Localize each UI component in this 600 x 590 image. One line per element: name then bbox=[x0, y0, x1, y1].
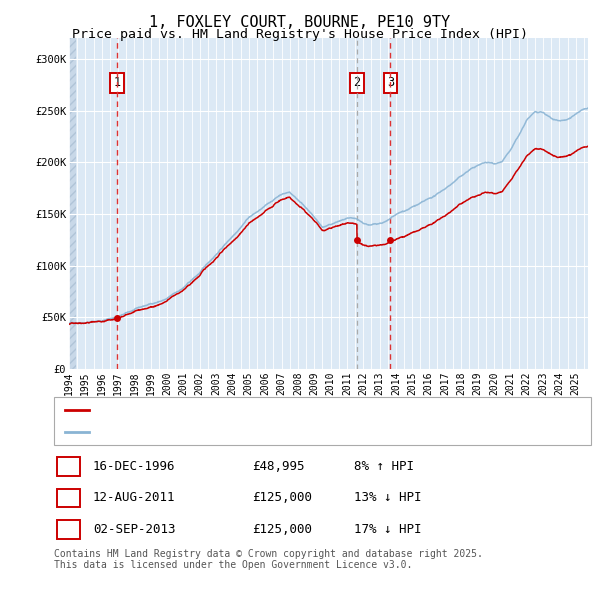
Text: 17% ↓ HPI: 17% ↓ HPI bbox=[354, 523, 421, 536]
Text: Price paid vs. HM Land Registry's House Price Index (HPI): Price paid vs. HM Land Registry's House … bbox=[72, 28, 528, 41]
Text: 3: 3 bbox=[65, 523, 72, 536]
Text: £125,000: £125,000 bbox=[252, 523, 312, 536]
Bar bbox=[69, 38, 76, 369]
Text: 2: 2 bbox=[65, 491, 72, 504]
Text: 02-SEP-2013: 02-SEP-2013 bbox=[93, 523, 176, 536]
Text: 1: 1 bbox=[65, 460, 72, 473]
Text: Contains HM Land Registry data © Crown copyright and database right 2025.
This d: Contains HM Land Registry data © Crown c… bbox=[54, 549, 483, 571]
Text: 2: 2 bbox=[353, 77, 361, 90]
Text: 3: 3 bbox=[387, 77, 394, 90]
Text: 1, FOXLEY COURT, BOURNE, PE10 9TY: 1, FOXLEY COURT, BOURNE, PE10 9TY bbox=[149, 15, 451, 30]
Text: HPI: Average price, semi-detached house, South Kesteven: HPI: Average price, semi-detached house,… bbox=[93, 426, 485, 439]
Text: 16-DEC-1996: 16-DEC-1996 bbox=[93, 460, 176, 473]
Text: 8% ↑ HPI: 8% ↑ HPI bbox=[354, 460, 414, 473]
Text: 1: 1 bbox=[114, 77, 121, 90]
Text: 12-AUG-2011: 12-AUG-2011 bbox=[93, 491, 176, 504]
Text: 13% ↓ HPI: 13% ↓ HPI bbox=[354, 491, 421, 504]
Text: £48,995: £48,995 bbox=[252, 460, 305, 473]
Text: £125,000: £125,000 bbox=[252, 491, 312, 504]
Text: 1, FOXLEY COURT, BOURNE, PE10 9TY (semi-detached house): 1, FOXLEY COURT, BOURNE, PE10 9TY (semi-… bbox=[93, 404, 485, 417]
